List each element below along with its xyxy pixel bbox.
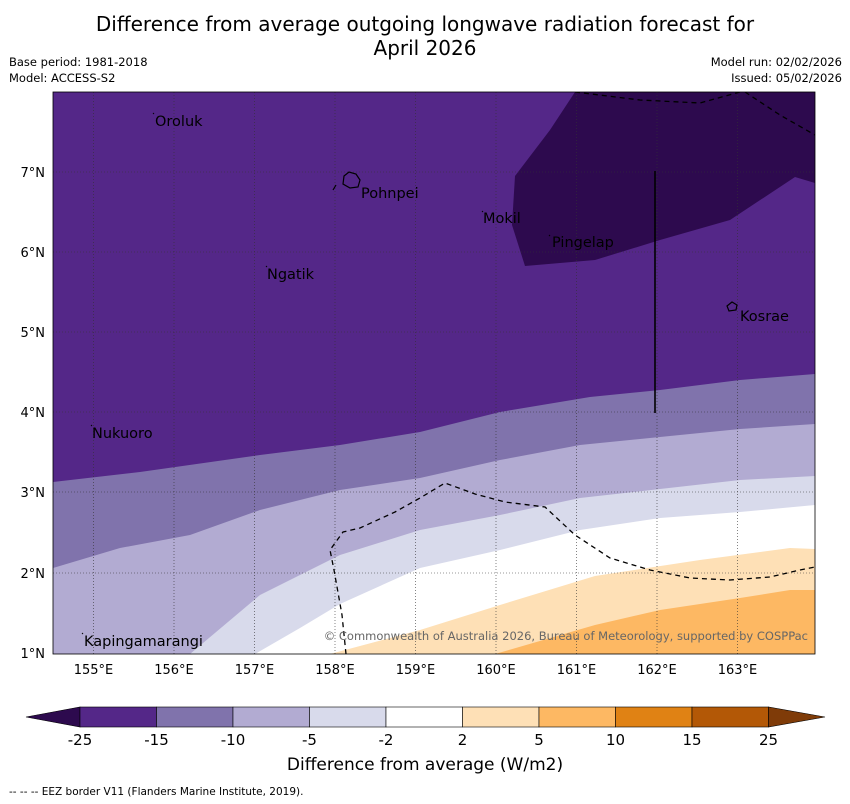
lon-tick-162e: 162°E: [637, 663, 677, 678]
colorbar-swatch-1: [79, 706, 157, 728]
map-title-line1: Difference from average outgoing longwav…: [95, 12, 755, 36]
islands: [332, 171, 738, 312]
colorbar-tick-8: 15: [682, 731, 701, 749]
lat-tick-4n: 4°N: [21, 406, 46, 421]
eez-note: -- -- -- EEZ border V11 (Flanders Marine…: [9, 786, 304, 798]
lon-tick-156e: 156°E: [154, 663, 194, 678]
map: Oroluk Pohnpei Mokil Pingelap Ngatik Kos…: [21, 91, 816, 678]
lat-tick-3n: 3°N: [21, 486, 46, 501]
colorbar-tick-5: 2: [458, 731, 468, 749]
lat-tick-2n: 2°N: [21, 567, 46, 582]
model-name: Model: ACCESS-S2: [9, 71, 116, 85]
lon-tick-163e: 163°E: [718, 663, 758, 678]
colorbar-swatch-9: [691, 706, 769, 728]
pohnpei-island-shape: [342, 171, 361, 189]
place-labels: Oroluk Pohnpei Mokil Pingelap Ngatik Kos…: [84, 114, 789, 650]
colorbar-tick-1: -15: [144, 731, 169, 749]
place-label-nukuoro: Nukuoro: [92, 426, 153, 442]
colorbar-label: Difference from average (W/m2): [286, 755, 564, 775]
lon-tick-159e: 159°E: [396, 663, 436, 678]
lon-tick-160e: 160°E: [476, 663, 516, 678]
copyright-text: © Commonwealth of Australia 2026, Bureau…: [324, 629, 808, 643]
colorbar-tick-7: 10: [606, 731, 625, 749]
lat-tick-6n: 6°N: [21, 246, 46, 261]
map-fill-regions: [53, 92, 815, 654]
place-label-kosrae: Kosrae: [740, 309, 789, 325]
kosrae-island-shape: [726, 301, 738, 312]
colorbar-swatch-5: [385, 706, 463, 728]
colorbar-tick-labels: -25 -15 -10 -5 -2 2 5 10 15 25: [68, 731, 778, 749]
colorbar-tick-6: 5: [534, 731, 544, 749]
pohnpei-reef-shape: [332, 184, 337, 191]
colorbar-extension-high: [768, 706, 826, 728]
lon-tick-157e: 157°E: [235, 663, 275, 678]
meta-right: Model run: 02/02/2026 Issued: 05/02/2026: [711, 54, 842, 86]
lon-tick-155e: 155°E: [74, 663, 114, 678]
colorbar-tick-9: 25: [759, 731, 778, 749]
colorbar-tick-3: -5: [302, 731, 317, 749]
colorbar-extension-low: [25, 706, 81, 728]
base-period: Base period: 1981-2018: [9, 55, 148, 69]
colorbar-tick-4: -2: [379, 731, 394, 749]
colorbar-swatch-6: [462, 706, 540, 728]
region-plus-5-to-10: [495, 590, 815, 654]
lat-tick-1n: 1°N: [21, 647, 46, 662]
map-title-line2: April 2026: [373, 36, 477, 60]
place-label-kapingamarangi: Kapingamarangi: [84, 634, 203, 650]
place-label-oroluk: Oroluk: [155, 114, 203, 130]
place-label-pohnpei: Pohnpei: [361, 186, 419, 202]
lon-tick-161e: 161°E: [557, 663, 597, 678]
model-run: Model run: 02/02/2026: [710, 55, 842, 69]
lat-tick-7n: 7°N: [21, 166, 46, 181]
colorbar-swatches: [25, 706, 826, 728]
lon-tick-158e: 158°E: [315, 663, 355, 678]
issued-date: Issued: 05/02/2026: [731, 71, 842, 85]
colorbar-swatch-8: [615, 706, 693, 728]
grid-lines: [53, 92, 815, 654]
eez-borders: [329, 92, 815, 654]
place-label-ngatik: Ngatik: [267, 267, 315, 283]
lon-axis-labels: 155°E 156°E 157°E 158°E 159°E 160°E 161°…: [74, 663, 758, 678]
region-below-minus-25: [512, 92, 815, 266]
colorbar-swatch-2: [156, 706, 234, 728]
meta-left: Base period: 1981-2018 Model: ACCESS-S2: [9, 54, 148, 86]
colorbar-swatch-7: [538, 706, 616, 728]
map-title: Difference from average outgoing longwav…: [0, 12, 850, 60]
map-frame: [52, 91, 816, 655]
colorbar-swatch-4: [309, 706, 387, 728]
place-label-mokil: Mokil: [483, 211, 521, 227]
place-markers: [81, 112, 551, 635]
colorbar-tick-0: -25: [68, 731, 93, 749]
lat-axis-labels: 7°N 6°N 5°N 4°N 3°N 2°N 1°N: [21, 166, 46, 662]
colorbar-swatch-3: [232, 706, 310, 728]
lat-tick-5n: 5°N: [21, 326, 46, 341]
place-label-pingelap: Pingelap: [552, 235, 614, 251]
colorbar-tick-2: -10: [221, 731, 246, 749]
